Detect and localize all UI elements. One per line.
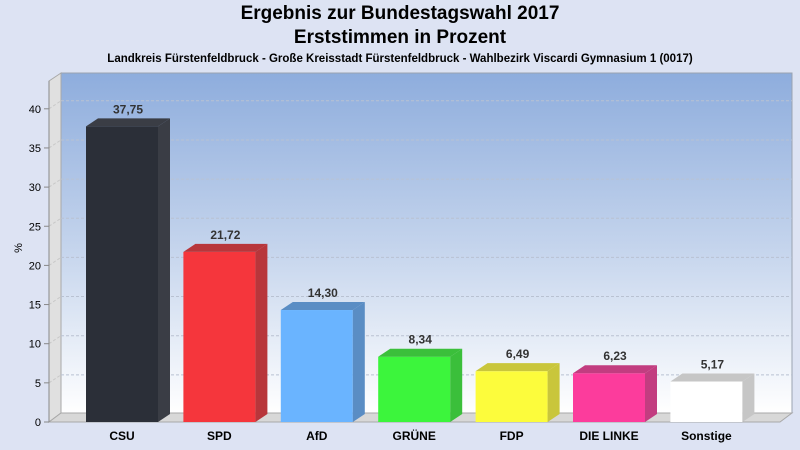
grid-line-side: [48, 178, 62, 188]
bar-front: [86, 126, 158, 422]
grid-line-side: [48, 335, 62, 345]
category-label: SPD: [207, 429, 232, 443]
y-tick-label: 5: [35, 378, 41, 390]
bar-top: [475, 363, 560, 372]
y-axis: 0 5 10 15 20 25 30 35 40: [29, 81, 50, 429]
bar-front: [378, 356, 451, 422]
grid-lines: [48, 100, 792, 384]
category-label: FDP: [500, 429, 524, 443]
bar-front: [670, 381, 743, 422]
chart-subtitle: Erststimmen in Prozent: [293, 27, 507, 48]
bar-grüne: 8,34: [378, 333, 463, 422]
bars: 37,75 21,72 14,30 8,34 6,49 6,23 5,17: [86, 102, 755, 422]
value-label: 6,23: [603, 349, 627, 363]
bar-side: [450, 348, 463, 422]
bar-die-linke: 6,23: [573, 349, 657, 422]
bar-sonstige: 5,17: [670, 358, 755, 422]
y-tick-label: 40: [29, 104, 41, 116]
category-labels: CSU SPD AfD GRÜNE FDP DIE LINKE Sonstige: [109, 428, 732, 443]
y-tick-label: 15: [29, 300, 41, 312]
bar-top: [86, 118, 170, 127]
grid-line-side: [48, 217, 62, 227]
category-label: GRÜNE: [393, 428, 436, 443]
category-label: AfD: [306, 429, 328, 443]
bar-front: [183, 251, 256, 422]
y-tick-label: 10: [29, 339, 41, 351]
bar-front: [573, 373, 645, 422]
y-tick-label: 20: [29, 260, 41, 272]
bar-top: [573, 365, 657, 374]
bar-side: [352, 302, 365, 422]
bar-side: [645, 365, 657, 422]
left-side-wall: [48, 72, 62, 423]
chart-title: Ergebnis zur Bundestagswahl 2017: [240, 3, 560, 24]
bar-top: [378, 348, 463, 357]
bar-front: [280, 310, 353, 422]
bar-side: [547, 363, 560, 422]
bar-fdp: 6,49: [475, 347, 560, 422]
y-tick-label: 35: [29, 143, 41, 155]
bar-top: [280, 302, 365, 311]
category-label: Sonstige: [681, 429, 732, 443]
grid-line-side: [48, 374, 62, 384]
category-label: DIE LINKE: [579, 429, 638, 443]
value-label: 14,30: [308, 286, 338, 300]
grid-line-side: [48, 256, 62, 266]
grid-line-side: [48, 296, 62, 305]
y-tick-label: 25: [29, 221, 41, 233]
value-label: 6,49: [506, 347, 530, 361]
grid-line-side: [48, 139, 62, 149]
bar-afd: 14,30: [280, 286, 365, 422]
bar-side: [742, 373, 755, 422]
bar-side: [255, 243, 268, 422]
value-label: 37,75: [113, 102, 143, 116]
bar-csu: 37,75: [86, 102, 170, 422]
y-axis-label: %: [13, 243, 25, 253]
bar-spd: 21,72: [183, 228, 268, 422]
value-label: 8,34: [409, 333, 433, 347]
bar-top: [670, 373, 755, 382]
bar-top: [183, 243, 268, 252]
value-label: 5,17: [701, 358, 725, 372]
bar-front: [475, 371, 548, 422]
y-tick-label: 0: [35, 417, 41, 429]
value-label: 21,72: [210, 228, 240, 242]
y-tick-label: 30: [29, 182, 41, 194]
chart-caption: Landkreis Fürstenfeldbruck - Große Kreis…: [107, 53, 693, 65]
category-label: CSU: [109, 429, 134, 443]
bar-side: [158, 118, 170, 422]
grid-line-side: [48, 100, 62, 110]
